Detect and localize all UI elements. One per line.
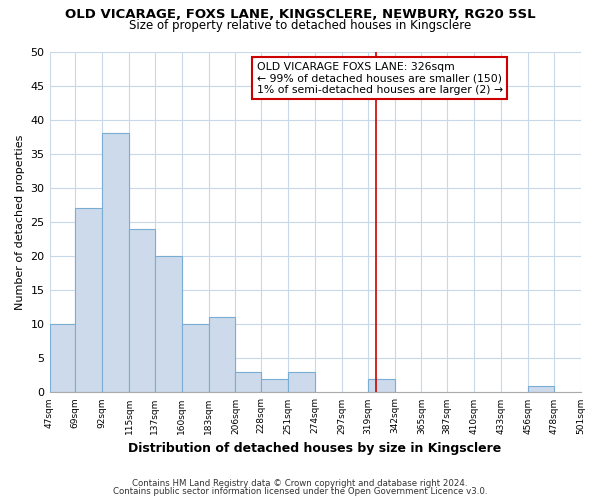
Bar bbox=[155, 256, 182, 392]
Bar bbox=[50, 324, 75, 392]
Text: Contains HM Land Registry data © Crown copyright and database right 2024.: Contains HM Land Registry data © Crown c… bbox=[132, 478, 468, 488]
Bar bbox=[528, 386, 554, 392]
Text: Contains public sector information licensed under the Open Government Licence v3: Contains public sector information licen… bbox=[113, 487, 487, 496]
X-axis label: Distribution of detached houses by size in Kingsclere: Distribution of detached houses by size … bbox=[128, 442, 502, 455]
Y-axis label: Number of detached properties: Number of detached properties bbox=[15, 134, 25, 310]
Bar bbox=[182, 324, 209, 392]
Bar bbox=[209, 318, 235, 392]
Bar bbox=[235, 372, 261, 392]
Bar bbox=[129, 229, 155, 392]
Text: Size of property relative to detached houses in Kingsclere: Size of property relative to detached ho… bbox=[129, 19, 471, 32]
Text: OLD VICARAGE, FOXS LANE, KINGSCLERE, NEWBURY, RG20 5SL: OLD VICARAGE, FOXS LANE, KINGSCLERE, NEW… bbox=[65, 8, 535, 20]
Bar bbox=[288, 372, 315, 392]
Bar bbox=[75, 208, 102, 392]
Bar bbox=[261, 379, 288, 392]
Text: OLD VICARAGE FOXS LANE: 326sqm
← 99% of detached houses are smaller (150)
1% of : OLD VICARAGE FOXS LANE: 326sqm ← 99% of … bbox=[257, 62, 503, 95]
Bar bbox=[368, 379, 395, 392]
Bar bbox=[102, 134, 129, 392]
